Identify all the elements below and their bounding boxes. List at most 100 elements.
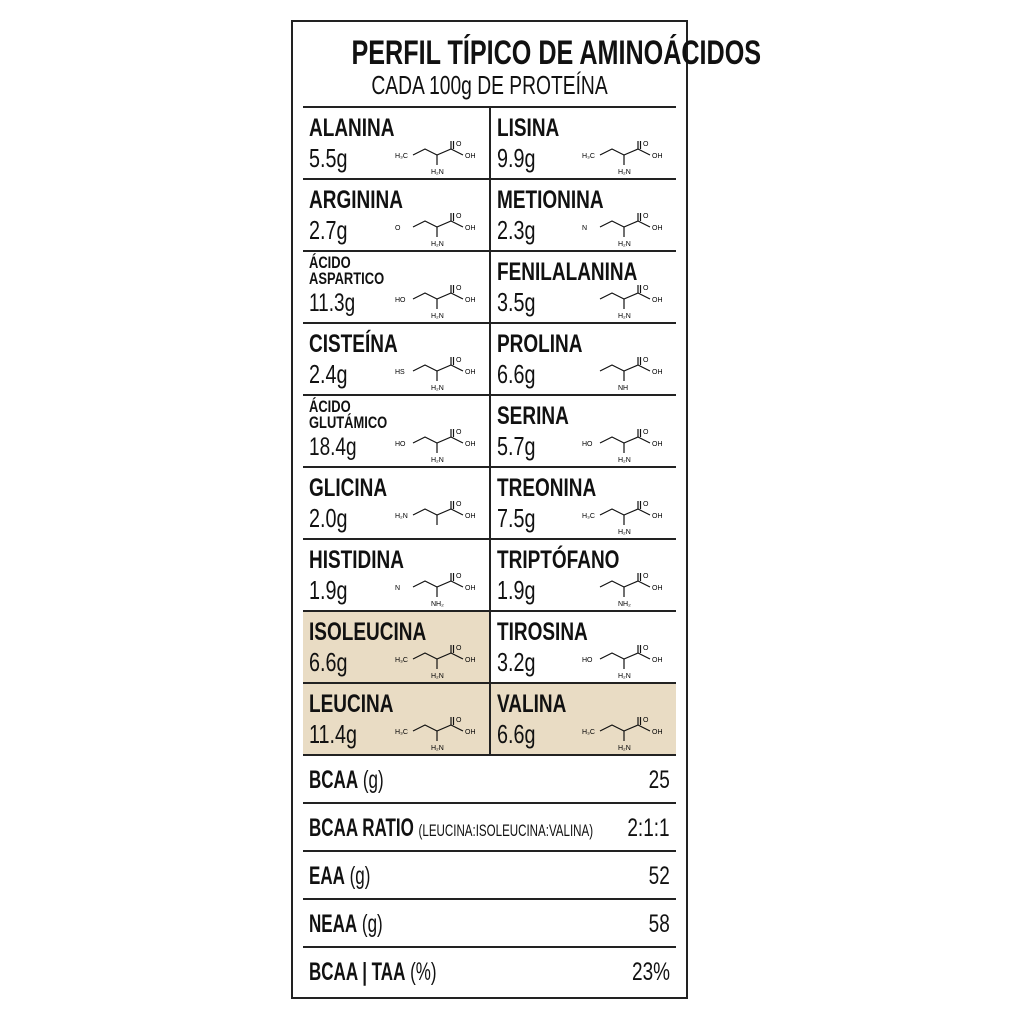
amino-cell: ARGININA 2.7g O O OH H₂N (303, 180, 491, 250)
summary-row: BCAA (g) 25 (303, 756, 676, 804)
molecule-left-group: HS (395, 369, 405, 376)
amino-value: 6.6g (496, 359, 535, 389)
amino-cell: FENILALANINA 3.5g O OH H₂N (491, 252, 677, 322)
amino-name: TIROSINA (496, 618, 588, 646)
summary-unit: (g) (349, 862, 371, 890)
amino-row: ÁCIDO GLUTÁMICO 18.4g O HO OH H₂N SERINA… (303, 396, 676, 468)
molecule-right-group: OH (465, 585, 476, 592)
amino-value: 9.9g (496, 143, 535, 173)
molecule-left-group: HO (395, 297, 406, 304)
amino-name: LEUCINA (309, 690, 394, 718)
amino-name: PROLINA (496, 330, 583, 358)
molecule-right-group: OH (465, 369, 476, 376)
summary-label: BCAA (309, 766, 359, 794)
summary-value: 52 (648, 862, 670, 890)
summary-unit: (g) (362, 766, 384, 794)
amino-cell: METIONINA 2.3g O N OH H₂N (491, 180, 677, 250)
molecule-structure-icon: O OH NH₂ (599, 573, 663, 608)
amino-value: 2.4g (309, 359, 348, 389)
molecule-structure-icon: O H₃C OH H₂N (395, 645, 476, 680)
molecule-structure-icon: O H₃C OH H₂N (395, 717, 475, 752)
amino-row: ARGININA 2.7g O O OH H₂N METIONINA 2.3g … (303, 180, 676, 252)
molecule-right-group: OH (652, 729, 663, 736)
molecule-bottom-group: H₂N (431, 241, 444, 248)
amino-cell: GLICINA 2.0g O H₂N OH (303, 468, 491, 538)
summary-row: NEAA (g) 58 (303, 900, 676, 948)
molecule-structure-icon: O H₃C OH H₂N (582, 501, 663, 536)
molecule-bottom-group: NH (618, 385, 628, 392)
label-title: PERFIL TÍPICO DE AMINOÁCIDOS (351, 34, 762, 72)
summary-value: 23% (631, 958, 670, 986)
amino-value: 6.6g (496, 719, 535, 749)
amino-cell: TREONINA 7.5g O H₃C OH H₂N (491, 468, 677, 538)
summary-value: 58 (648, 910, 670, 938)
molecule-left-group: H₂N (395, 513, 408, 520)
amino-name: ÁCIDO GLUTÁMICO (309, 397, 388, 432)
molecule-right-group: OH (465, 297, 476, 304)
molecule-bottom-group: H₂N (618, 313, 631, 320)
amino-cell: VALINA 6.6g O H₃C OH H₂N (490, 684, 676, 754)
amino-cell: CISTEÍNA 2.4g O HS OH H₂N (303, 324, 491, 394)
molecule-right-group: OH (465, 153, 476, 160)
svg-text:O: O (456, 573, 462, 580)
svg-text:O: O (456, 285, 462, 292)
amino-name: TREONINA (496, 474, 596, 502)
amino-value: 11.4g (309, 719, 357, 749)
molecule-right-group: OH (652, 657, 663, 664)
molecule-right-group: OH (652, 297, 663, 304)
amino-row: ALANINA 5.5g O H₃C OH H₂N LISINA 9.9g O … (303, 108, 676, 180)
amino-name: ARGININA (309, 186, 403, 214)
amino-cell: ÁCIDO ASPARTICO 11.3g O HO OH H₂N (303, 252, 491, 322)
amino-acid-grid: ALANINA 5.5g O H₃C OH H₂N LISINA 9.9g O … (303, 108, 676, 756)
molecule-left-group: HO (582, 441, 593, 448)
molecule-right-group: OH (465, 657, 476, 664)
molecule-left-group: HO (582, 657, 593, 664)
amino-row: ÁCIDO ASPARTICO 11.3g O HO OH H₂N FENILA… (303, 252, 676, 324)
svg-text:O: O (456, 213, 462, 220)
amino-cell: ÁCIDO GLUTÁMICO 18.4g O HO OH H₂N (303, 396, 491, 466)
molecule-left-group: O (395, 225, 401, 232)
svg-text:O: O (643, 141, 649, 148)
molecule-bottom-group: H₂N (618, 241, 631, 248)
amino-acid-profile-label: PERFIL TÍPICO DE AMINOÁCIDOS CADA 100g D… (291, 20, 762, 999)
amino-cell: ALANINA 5.5g O H₃C OH H₂N (303, 108, 491, 178)
molecule-left-group: H₃C (582, 729, 595, 736)
summary-label: BCAA RATIO (309, 814, 414, 842)
amino-name: VALINA (496, 690, 566, 718)
molecule-bottom-group: H₂N (618, 673, 631, 680)
svg-text:O: O (643, 501, 649, 508)
amino-row: ISOLEUCINA 6.6g O H₃C OH H₂N TIROSINA 3.… (303, 612, 676, 684)
amino-name: HISTIDINA (309, 546, 404, 574)
amino-row: LEUCINA 11.4g O H₃C OH H₂N VALINA 6.6g O (303, 684, 676, 756)
amino-value: 7.5g (496, 503, 535, 533)
molecule-structure-icon: O N OH NH₂ (395, 573, 476, 608)
molecule-bottom-group: NH₂ (618, 601, 631, 608)
molecule-bottom-group: H₂N (431, 745, 444, 752)
svg-text:O: O (456, 501, 462, 508)
amino-value: 3.2g (496, 647, 535, 677)
svg-text:O: O (643, 429, 649, 436)
molecule-bottom-group: H₂N (618, 745, 631, 752)
svg-text:O: O (643, 645, 649, 652)
molecule-bottom-group: H₂N (431, 673, 444, 680)
amino-cell: TIROSINA 3.2g O HO OH H₂N (491, 612, 677, 682)
summary-value: 2:1:1 (627, 814, 670, 842)
summary-unit: (g) (361, 910, 383, 938)
svg-text:O: O (643, 717, 649, 724)
molecule-bottom-group: H₂N (431, 457, 444, 464)
summary-row: BCAA RATIO (LEUCINA:ISOLEUCINA:VALINA) 2… (303, 804, 676, 852)
svg-text:O: O (643, 285, 649, 292)
amino-value: 6.6g (309, 647, 348, 677)
svg-text:O: O (643, 573, 649, 580)
amino-value: 5.5g (309, 143, 348, 173)
amino-name: TRIPTÓFANO (496, 546, 619, 574)
svg-text:O: O (643, 213, 649, 220)
molecule-structure-icon: O H₃C OH H₂N (395, 141, 476, 176)
molecule-bottom-group: H₂N (431, 169, 444, 176)
amino-value: 18.4g (309, 433, 357, 461)
molecule-right-group: OH (465, 225, 476, 232)
molecule-structure-icon: O H₃C OH H₂N (582, 141, 663, 176)
amino-name: METIONINA (496, 186, 604, 214)
molecule-left-group: H₃C (582, 513, 595, 520)
molecule-bottom-group: H₂N (431, 385, 444, 392)
